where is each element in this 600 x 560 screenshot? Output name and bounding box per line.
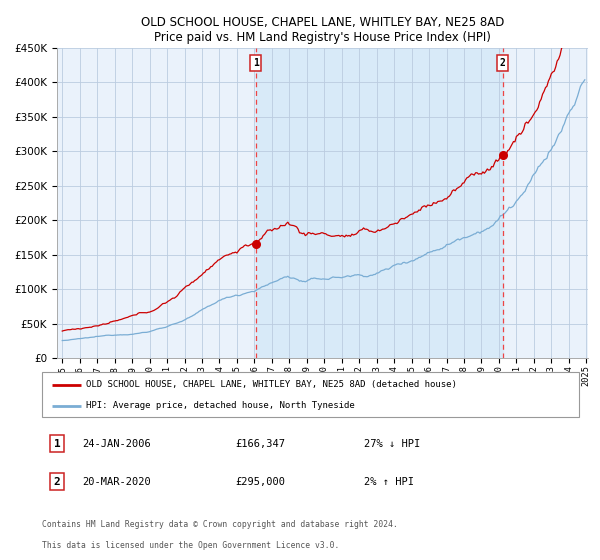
Text: 20-MAR-2020: 20-MAR-2020 — [82, 477, 151, 487]
Bar — [256, 48, 503, 358]
FancyBboxPatch shape — [42, 372, 579, 417]
Text: 24-JAN-2006: 24-JAN-2006 — [82, 438, 151, 449]
Text: Contains HM Land Registry data © Crown copyright and database right 2024.: Contains HM Land Registry data © Crown c… — [42, 520, 398, 529]
Title: OLD SCHOOL HOUSE, CHAPEL LANE, WHITLEY BAY, NE25 8AD
Price paid vs. HM Land Regi: OLD SCHOOL HOUSE, CHAPEL LANE, WHITLEY B… — [141, 16, 504, 44]
Text: 27% ↓ HPI: 27% ↓ HPI — [364, 438, 421, 449]
Text: This data is licensed under the Open Government Licence v3.0.: This data is licensed under the Open Gov… — [42, 541, 340, 550]
Text: 2: 2 — [500, 58, 506, 68]
Text: 1: 1 — [253, 58, 259, 68]
Text: £295,000: £295,000 — [235, 477, 286, 487]
Text: 1: 1 — [53, 438, 61, 449]
Text: 2: 2 — [53, 477, 61, 487]
Text: OLD SCHOOL HOUSE, CHAPEL LANE, WHITLEY BAY, NE25 8AD (detached house): OLD SCHOOL HOUSE, CHAPEL LANE, WHITLEY B… — [86, 380, 457, 389]
Text: 2% ↑ HPI: 2% ↑ HPI — [364, 477, 414, 487]
Text: HPI: Average price, detached house, North Tyneside: HPI: Average price, detached house, Nort… — [86, 401, 355, 410]
Text: £166,347: £166,347 — [235, 438, 286, 449]
